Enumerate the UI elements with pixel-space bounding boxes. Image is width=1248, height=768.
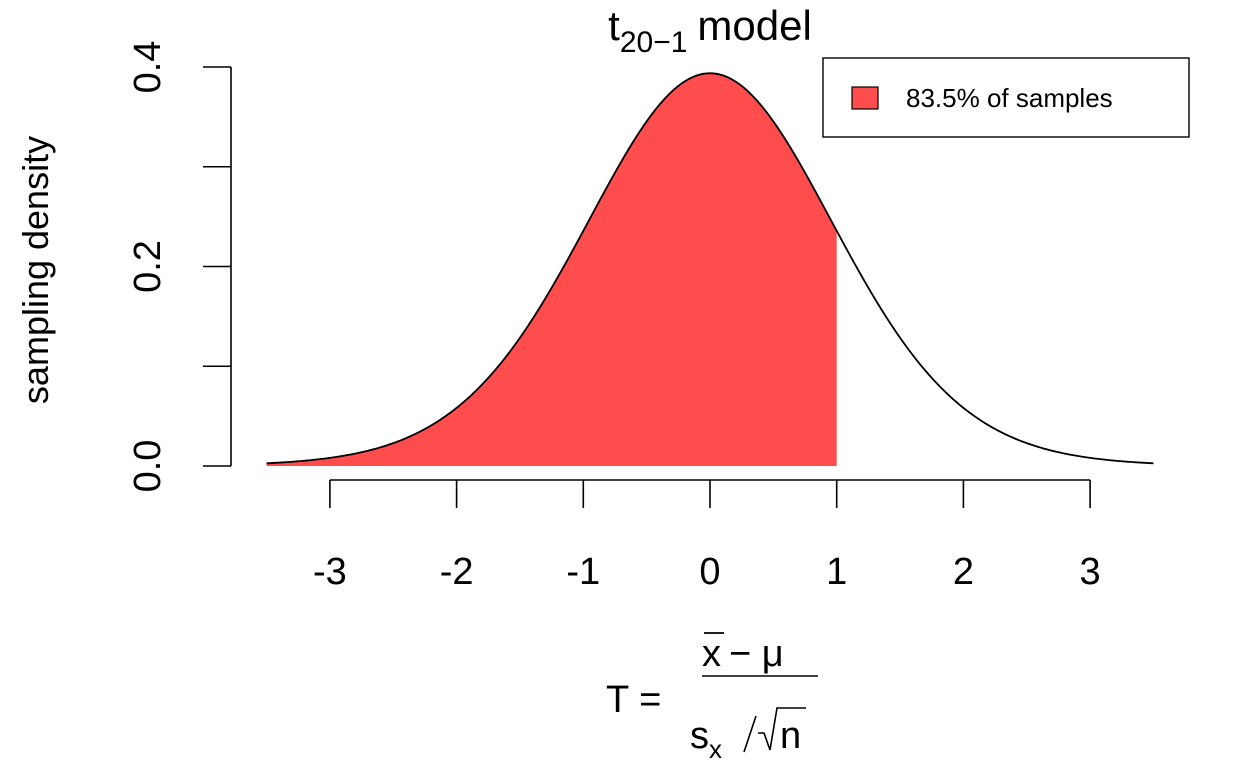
x-axis-label: T = x − μ sx n [606,632,818,764]
y-tick-label: 0.0 [127,440,169,493]
legend: 83.5% of samples [822,57,1190,138]
x-tick-label: -2 [440,551,474,593]
density-curve [266,72,1154,465]
legend-box [822,57,1190,138]
title-suffix: model [697,2,811,49]
denominator-sub: x [709,734,722,764]
title-base: t [608,2,620,49]
x-tick-label: -3 [313,551,347,593]
sqrt-sign [758,707,806,751]
x-tick-label: -1 [566,551,600,593]
y-tick-label: 0.4 [127,41,169,94]
x-label-numerator: x − μ [702,633,784,675]
y-axis: 0.0 0.2 0.4 [127,41,232,493]
numerator-rest: − μ [729,633,784,675]
x-axis: -3 -2 -1 0 1 2 3 [313,479,1101,593]
x-tick-label: 1 [826,551,847,593]
x-tick-label: 3 [1080,551,1101,593]
denominator-s: s [690,715,709,757]
x-label-denominator: sx [690,715,722,764]
division-slash [743,715,757,753]
sqrt-argument: n [780,715,801,757]
chart-title: t20−1 model [608,2,812,59]
title-subscript: 20−1 [620,26,688,59]
x-tick-label: 0 [699,551,720,593]
legend-label: 83.5% of samples [906,83,1113,113]
y-axis-label: sampling density [15,136,56,404]
shaded-area-region [266,73,837,466]
x-tick-label: 2 [953,551,974,593]
legend-swatch [851,86,879,110]
y-tick-label: 0.2 [127,240,169,293]
x-label-lhs: T = [606,679,661,721]
numerator-xbar: x [702,633,721,675]
